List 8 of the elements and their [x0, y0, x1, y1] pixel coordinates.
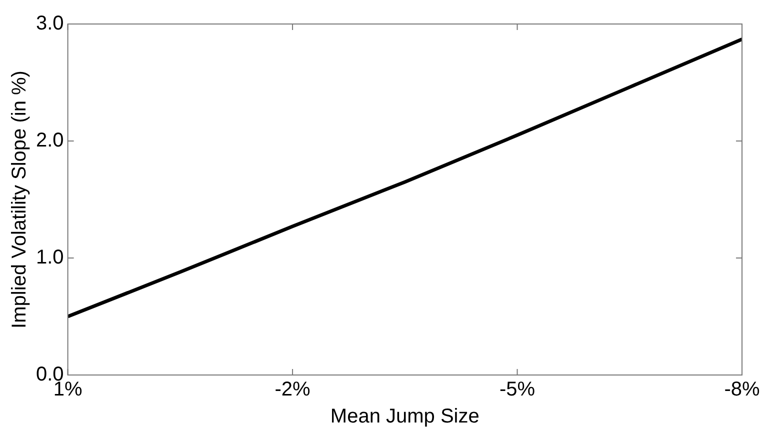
y-axis-title: Implied Volatility Slope (in %) — [8, 70, 31, 328]
y-tick-label: 3.0 — [36, 12, 64, 35]
x-axis-title: Mean Jump Size — [330, 406, 480, 428]
y-tick-label: 2.0 — [36, 130, 64, 152]
x-tick-label: -5% — [499, 378, 536, 401]
x-tick-label: -8% — [724, 378, 760, 401]
x-tick-label: -2% — [274, 378, 311, 401]
y-tick-label: 1.0 — [36, 246, 64, 269]
